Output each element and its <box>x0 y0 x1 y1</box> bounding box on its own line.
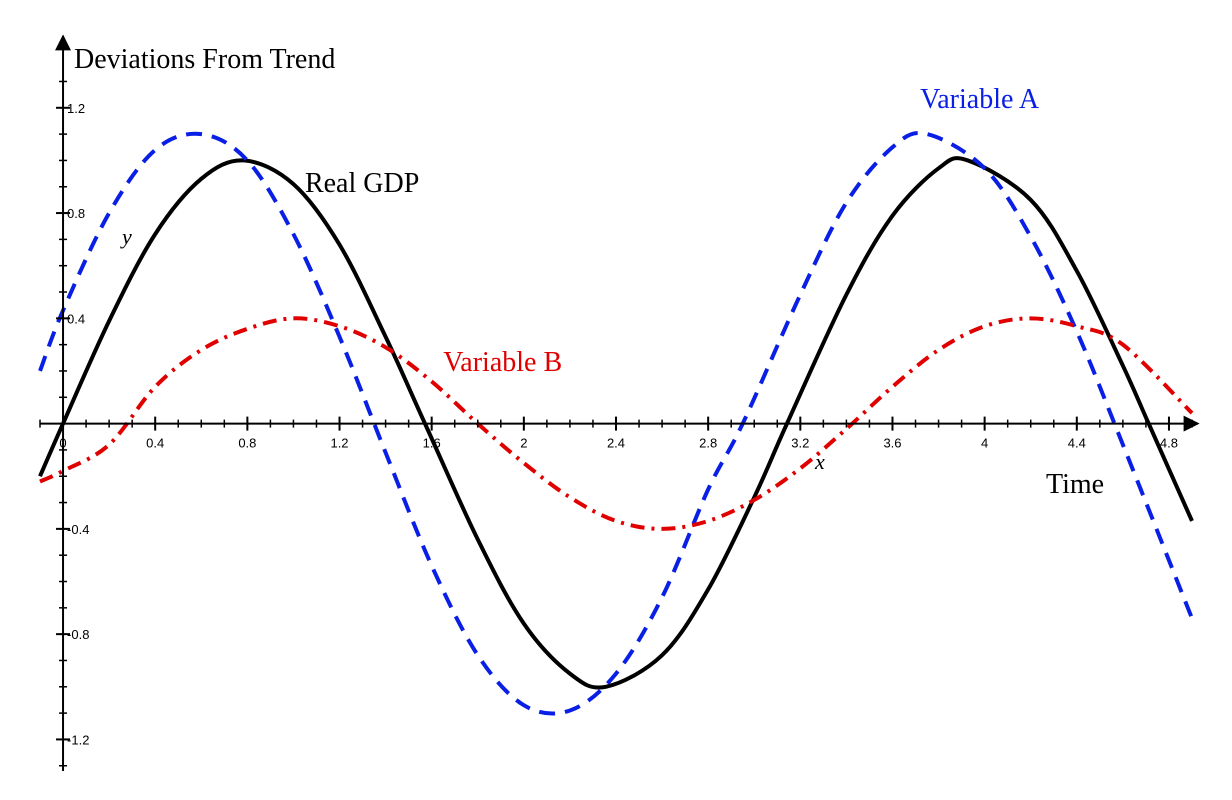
x-tick-label: 4.4 <box>1068 436 1086 451</box>
y-axis-title: Deviations From Trend <box>74 44 335 75</box>
x-axis-title: Time <box>1046 469 1104 500</box>
x-tick-label: 0 <box>59 436 66 451</box>
x-axis-variable: x <box>814 449 825 474</box>
y-ticks: 1.2 0.8 0.4 -0.4 -0.8 -1.2 <box>56 80 89 767</box>
x-tick-label: 2.4 <box>607 436 625 451</box>
x-tick-label: 2.8 <box>699 436 717 451</box>
y-tick-label: 0.4 <box>67 311 85 326</box>
y-tick-label: 1.2 <box>67 101 85 116</box>
x-ticks: 0 0.4 0.8 1.2 1.6 2 2.4 2.8 3.2 3.6 4 4.4 4.8 <box>39 416 1193 451</box>
y-tick-label: -1.2 <box>67 732 89 747</box>
x-tick-label: 1.6 <box>423 436 441 451</box>
x-tick-label: 3.2 <box>791 436 809 451</box>
x-tick-label: 4 <box>981 436 988 451</box>
series-label-real-gdp: Real GDP <box>305 168 419 199</box>
series-labels: Real GDP Variable A Variable B <box>305 84 1040 378</box>
series-line-variable-a <box>38 131 1194 716</box>
x-tick-label: 2 <box>520 436 527 451</box>
y-tick-label: -0.4 <box>67 522 89 537</box>
x-tick-label: 3.6 <box>883 436 901 451</box>
series-layer <box>38 131 1194 716</box>
x-tick-label: 4.8 <box>1160 436 1178 451</box>
series-line-real-gdp <box>38 156 1194 690</box>
x-tick-label: 1.2 <box>330 436 348 451</box>
x-tick-label: 0.4 <box>146 436 164 451</box>
series-label-variable-a: Variable A <box>920 84 1040 115</box>
y-tick-label: 0.8 <box>67 206 85 221</box>
y-axis-variable: y <box>120 224 132 249</box>
series-label-variable-b: Variable B <box>443 347 562 378</box>
y-tick-label: -0.8 <box>67 627 89 642</box>
x-tick-label: 0.8 <box>238 436 256 451</box>
